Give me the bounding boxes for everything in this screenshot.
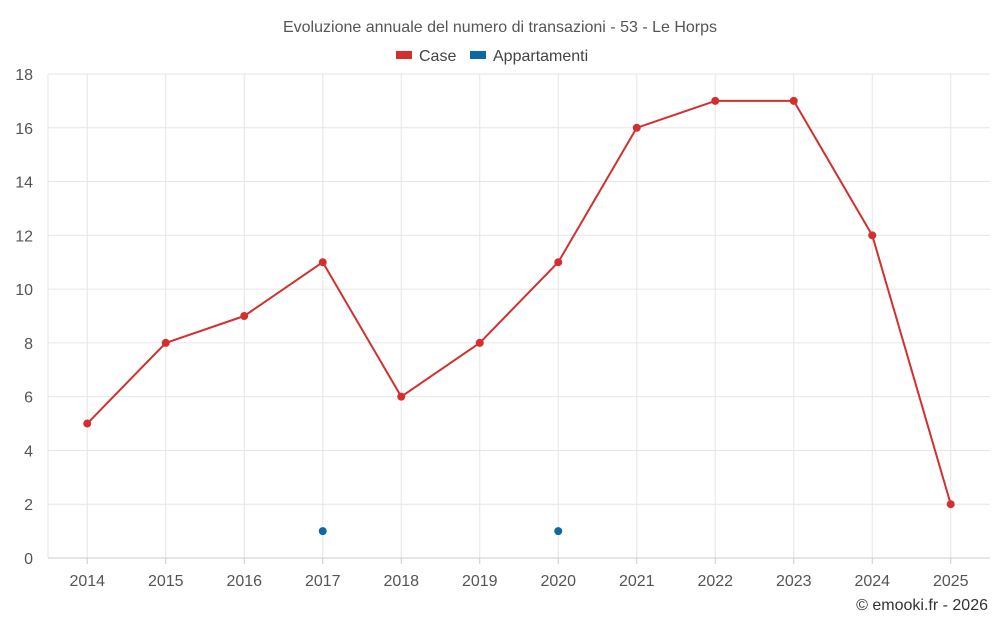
data-point-case (789, 96, 798, 105)
data-point-case (475, 338, 484, 347)
data-point-case (397, 392, 406, 401)
series (83, 96, 955, 536)
x-tick-label: 2023 (776, 573, 812, 590)
legend-item-case[interactable]: Case (396, 48, 456, 65)
data-point-case (946, 500, 955, 509)
x-tick-label: 2024 (854, 573, 890, 590)
data-point-case (868, 231, 877, 240)
data-point-case (240, 312, 249, 320)
x-tick-label: 2016 (226, 573, 262, 590)
data-point-appartamenti (554, 527, 563, 536)
y-tick-label: 6 (24, 390, 33, 407)
x-axis: 2014 2015 2016 2017 2018 2019 2020 2021 2022 2023… (48, 557, 990, 590)
x-tick-label: 2014 (69, 573, 105, 590)
y-tick-label: 12 (15, 228, 33, 245)
x-tick-label: 2025 (933, 573, 969, 590)
y-tick-label: 14 (15, 175, 33, 192)
series-line-case (86, 99, 952, 505)
data-point-case (711, 96, 720, 105)
legend-swatch-appartamenti (470, 51, 486, 59)
x-tick-label: 2019 (462, 573, 498, 590)
data-point-appartamenti (318, 527, 327, 536)
data-point-case (318, 258, 327, 267)
y-tick-label: 0 (24, 551, 33, 568)
y-tick-label: 4 (24, 443, 33, 460)
series-case (83, 96, 955, 509)
y-tick-label: 16 (15, 121, 33, 138)
series-appartamenti (318, 527, 563, 536)
credit-text: © emooki.fr - 2026 (856, 597, 988, 614)
legend-label-appartamenti: Appartamenti (493, 48, 588, 65)
x-tick-label: 2017 (305, 573, 341, 590)
y-tick-label: 2 (24, 497, 33, 514)
y-tick-label: 10 (15, 282, 33, 299)
data-point-case (632, 123, 641, 132)
x-tick-label: 2015 (148, 573, 184, 590)
data-point-case (83, 419, 92, 428)
gridlines (47, 73, 990, 558)
legend-item-appartamenti[interactable]: Appartamenti (470, 48, 588, 65)
y-tick-label: 18 (15, 67, 33, 84)
x-tick-label: 2018 (383, 573, 419, 590)
legend-label-case: Case (419, 48, 456, 65)
x-tick-label: 2021 (619, 573, 655, 590)
chart-title: Evoluzione annuale del numero di transaz… (283, 19, 717, 36)
legend[interactable]: Case Appartamenti (396, 48, 588, 65)
y-axis: 0 2 4 6 8 10 12 14 16 18 (15, 67, 33, 568)
data-point-case (161, 338, 170, 347)
x-tick-label: 2020 (540, 573, 576, 590)
legend-swatch-case (396, 51, 412, 59)
x-tick-label: 2022 (697, 573, 733, 590)
y-tick-label: 8 (24, 336, 33, 353)
data-point-case (554, 258, 563, 267)
